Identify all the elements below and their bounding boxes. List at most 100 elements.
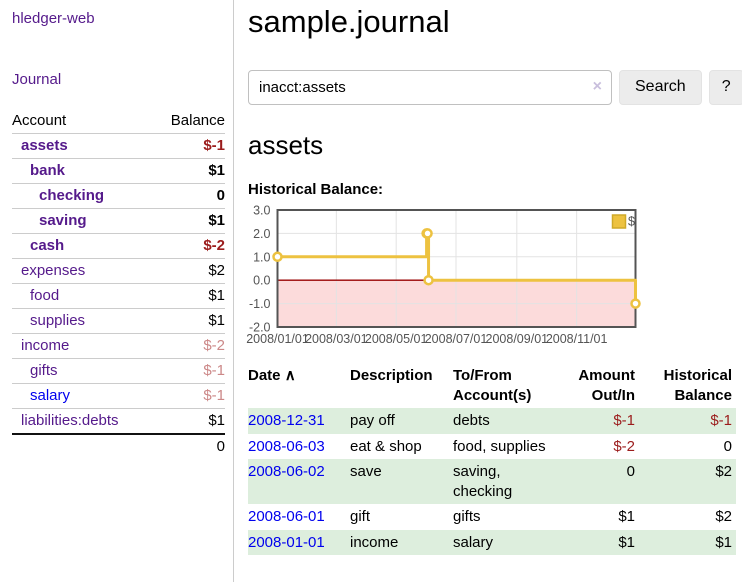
- amount-column-header: Amount Out/In: [578, 367, 635, 404]
- date-header-label: Date: [248, 367, 281, 385]
- register-table: Date ∧ Description To/From Account(s) Am…: [248, 363, 736, 556]
- svg-text:2008/09/01: 2008/09/01: [486, 332, 549, 346]
- date-link[interactable]: 2008-06-03: [248, 437, 325, 455]
- legend-label: $: [628, 215, 635, 229]
- date-column-header[interactable]: Date ∧: [248, 363, 346, 408]
- accounts-cell: gifts: [453, 508, 481, 526]
- svg-text:2008/01/01: 2008/01/01: [246, 332, 309, 346]
- sort-asc-icon: ∧: [284, 367, 296, 385]
- amount-cell: $-2: [613, 437, 635, 455]
- search-bar: × Search ?: [248, 69, 742, 105]
- description-cell: save: [350, 463, 382, 481]
- sidebar: hledger-web Journal Account Balance asse…: [0, 0, 234, 582]
- help-button[interactable]: ?: [708, 69, 742, 105]
- legend-swatch: [611, 214, 627, 229]
- description-column-header: Description: [350, 367, 433, 385]
- search-button[interactable]: Search: [619, 69, 702, 105]
- account-link-checking[interactable]: checking: [39, 187, 105, 204]
- description-cell: eat & shop: [350, 437, 422, 455]
- accounts-total-balance: 0: [153, 433, 225, 459]
- account-row: bank $1: [12, 158, 225, 184]
- account-heading: assets: [248, 129, 324, 160]
- account-link-expenses[interactable]: expenses: [21, 262, 86, 279]
- accounts-cell: debts: [453, 412, 490, 430]
- account-balance: $-1: [153, 133, 225, 159]
- account-balance: $1: [153, 208, 225, 234]
- account-link-cash[interactable]: cash: [30, 237, 65, 254]
- account-row: assets $-1: [12, 133, 225, 159]
- svg-text:-1.0: -1.0: [249, 297, 271, 311]
- account-link-assets[interactable]: assets: [21, 137, 68, 154]
- accounts-table: Account Balance assets $-1 bank $1 check…: [12, 109, 225, 459]
- account-balance: $2: [153, 258, 225, 284]
- accounts-column-header: To/From Account(s): [453, 367, 532, 404]
- register-row: 2008-12-31 pay off debts $-1 $-1: [248, 408, 736, 434]
- accounts-cell: salary: [453, 533, 494, 551]
- svg-text:2.0: 2.0: [253, 227, 270, 241]
- account-balance: $-2: [153, 233, 225, 259]
- svg-text:2008/11/01: 2008/11/01: [546, 332, 608, 346]
- account-row: cash $-2: [12, 233, 225, 259]
- svg-text:0.0: 0.0: [253, 274, 270, 288]
- brand-link[interactable]: hledger-web: [12, 10, 95, 27]
- account-balance: $-1: [153, 358, 225, 384]
- account-balance: $-2: [153, 333, 225, 359]
- account-row: salary $-1: [12, 383, 225, 409]
- account-link-liabilities-debts[interactable]: liabilities:debts: [21, 412, 119, 429]
- svg-text:2008/05/01: 2008/05/01: [365, 332, 428, 346]
- svg-text:2008/07/01: 2008/07/01: [425, 332, 488, 346]
- account-link-income[interactable]: income: [21, 337, 70, 354]
- balance-cell: $2: [715, 508, 732, 526]
- account-row: supplies $1: [12, 308, 225, 334]
- register-row: 2008-06-02 save saving, checking 0 $2: [248, 459, 736, 505]
- account-row: saving $1: [12, 208, 225, 234]
- description-cell: income: [350, 533, 399, 551]
- account-balance: $1: [153, 408, 225, 435]
- description-cell: pay off: [350, 412, 395, 430]
- account-balance: 0: [153, 183, 225, 209]
- amount-cell: $1: [618, 508, 635, 526]
- date-link[interactable]: 2008-12-31: [248, 412, 325, 430]
- balance-cell: $-1: [710, 412, 732, 430]
- svg-text:3.0: 3.0: [253, 204, 270, 218]
- register-header-row: Date ∧ Description To/From Account(s) Am…: [248, 363, 736, 408]
- chart-section-label: Historical Balance:: [248, 181, 384, 199]
- balance-cell: $1: [715, 533, 732, 551]
- balance-column-header: Balance: [153, 109, 225, 134]
- date-link[interactable]: 2008-06-01: [248, 508, 325, 526]
- account-link-supplies[interactable]: supplies: [30, 312, 86, 329]
- account-link-bank[interactable]: bank: [30, 162, 66, 179]
- date-link[interactable]: 2008-01-01: [248, 533, 325, 551]
- account-link-food[interactable]: food: [30, 287, 60, 304]
- accounts-table-header: Account Balance: [12, 109, 225, 134]
- amount-cell: $-1: [613, 412, 635, 430]
- svg-text:1.0: 1.0: [253, 251, 270, 265]
- main-content: sample.journal × Search ? assets Histori…: [234, 0, 742, 556]
- account-row: checking 0: [12, 183, 225, 209]
- nav-journal-link[interactable]: Journal: [12, 71, 62, 88]
- date-link[interactable]: 2008-06-02: [248, 463, 325, 481]
- svg-text:-2.0: -2.0: [249, 321, 271, 335]
- account-balance: $-1: [153, 383, 225, 409]
- svg-text:2008/03/01: 2008/03/01: [305, 332, 368, 346]
- search-input[interactable]: [248, 69, 612, 105]
- balance-column-header: Historical Balance: [663, 367, 732, 404]
- description-cell: gift: [350, 508, 371, 526]
- balance-cell: $2: [715, 463, 732, 481]
- account-balance: $1: [153, 283, 225, 309]
- account-link-salary[interactable]: salary: [30, 387, 71, 404]
- register-row: 2008-06-03 eat & shop food, supplies $-2…: [248, 434, 736, 460]
- account-row: expenses $2: [12, 258, 225, 284]
- account-row: food $1: [12, 283, 225, 309]
- account-column-header: Account: [12, 109, 154, 134]
- page-title: sample.journal: [248, 4, 450, 39]
- accounts-cell: saving, checking: [453, 463, 513, 500]
- register-row: 2008-01-01 income salary $1 $1: [248, 529, 736, 556]
- account-link-saving[interactable]: saving: [39, 212, 87, 229]
- account-balance: $1: [153, 308, 225, 334]
- historical-balance-chart: $3.0 2.0 1.0 0.0 -1.0 -2.02008/01/012008/03/0…: [246, 204, 641, 346]
- account-row: income $-2: [12, 333, 225, 359]
- amount-cell: $1: [618, 533, 635, 551]
- account-link-gifts[interactable]: gifts: [30, 362, 58, 379]
- clear-search-icon[interactable]: ×: [592, 77, 602, 95]
